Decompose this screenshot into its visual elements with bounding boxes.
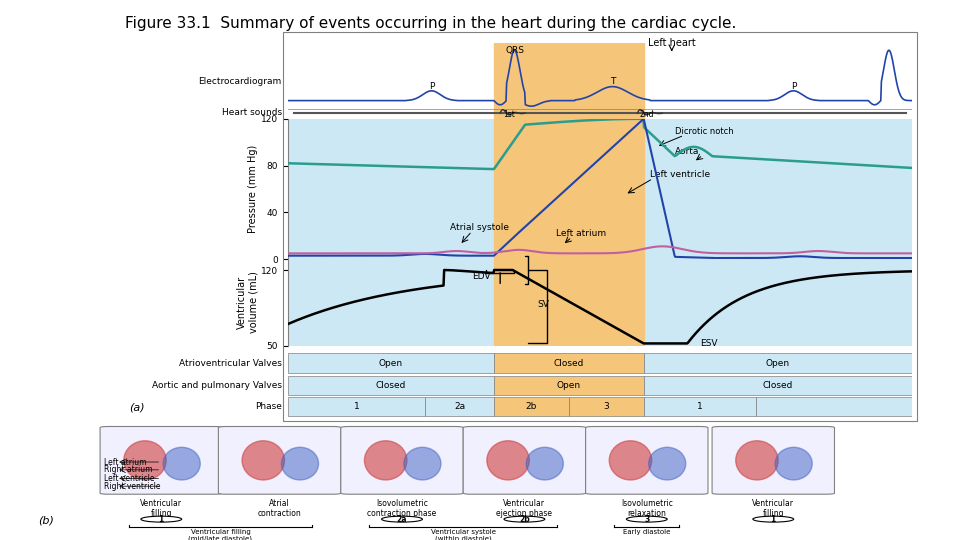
Text: 2b: 2b — [519, 515, 530, 524]
Ellipse shape — [526, 447, 564, 480]
Y-axis label: Ventricular
volume (mL): Ventricular volume (mL) — [237, 272, 258, 333]
Text: Right ventricle: Right ventricle — [104, 482, 160, 491]
Text: Atrial systole: Atrial systole — [450, 223, 509, 232]
Ellipse shape — [365, 441, 407, 480]
Ellipse shape — [124, 441, 166, 480]
Text: Open: Open — [557, 381, 581, 390]
Bar — [493, 397, 568, 416]
Text: Ventricular filling
(mid/late diastole): Ventricular filling (mid/late diastole) — [188, 529, 252, 540]
Text: (b): (b) — [38, 516, 55, 526]
FancyBboxPatch shape — [100, 427, 223, 494]
Bar — [643, 397, 756, 416]
Circle shape — [753, 516, 794, 522]
Bar — [493, 376, 643, 395]
Ellipse shape — [404, 447, 441, 480]
Text: Closed: Closed — [554, 359, 584, 368]
Text: Isovolumetric
relaxation: Isovolumetric relaxation — [621, 499, 673, 518]
Text: 2a: 2a — [454, 402, 466, 411]
Bar — [493, 119, 643, 259]
Ellipse shape — [735, 441, 779, 480]
Text: ESV: ESV — [700, 339, 717, 348]
Text: Aortic and pulmonary Valves: Aortic and pulmonary Valves — [152, 381, 282, 390]
Ellipse shape — [649, 447, 685, 480]
FancyBboxPatch shape — [218, 427, 341, 494]
Text: SV: SV — [538, 300, 549, 309]
Text: Dicrotic notch: Dicrotic notch — [675, 127, 733, 136]
Y-axis label: Pressure (mm Hg): Pressure (mm Hg) — [249, 145, 258, 233]
Text: 1st: 1st — [504, 110, 516, 119]
Text: P: P — [429, 83, 434, 91]
Text: 1: 1 — [158, 515, 164, 524]
Ellipse shape — [775, 447, 812, 480]
Bar — [425, 397, 493, 416]
Text: Phase: Phase — [255, 402, 282, 411]
Text: Ventricular systole
(within diastole): Ventricular systole (within diastole) — [431, 529, 495, 540]
Ellipse shape — [610, 441, 652, 480]
Text: Electrocardiogram: Electrocardiogram — [199, 77, 282, 85]
Text: 1: 1 — [771, 515, 776, 524]
Text: Closed: Closed — [762, 381, 793, 390]
FancyBboxPatch shape — [463, 427, 586, 494]
Bar — [493, 259, 643, 346]
Text: Open: Open — [379, 359, 403, 368]
Text: T: T — [610, 77, 615, 86]
Circle shape — [141, 516, 181, 522]
Ellipse shape — [163, 447, 201, 480]
Text: Aorta: Aorta — [675, 147, 699, 156]
Text: 3: 3 — [604, 402, 609, 411]
Bar — [568, 397, 643, 416]
Text: EDV: EDV — [472, 272, 491, 281]
Bar — [493, 354, 643, 373]
Text: Left ventricle: Left ventricle — [104, 474, 155, 483]
Circle shape — [382, 516, 422, 522]
Text: P: P — [791, 83, 796, 91]
Circle shape — [504, 516, 545, 522]
Text: Early diastole: Early diastole — [623, 529, 670, 535]
Text: 2a: 2a — [396, 515, 407, 524]
Text: Left heart: Left heart — [648, 38, 696, 48]
Ellipse shape — [242, 441, 284, 480]
Text: Ventricular
ejection phase: Ventricular ejection phase — [496, 499, 552, 518]
Text: (a): (a) — [130, 402, 145, 413]
Text: Closed: Closed — [375, 381, 406, 390]
Text: Atrioventricular Valves: Atrioventricular Valves — [179, 359, 282, 368]
Text: Left atrium: Left atrium — [104, 457, 147, 467]
Text: 3: 3 — [644, 515, 649, 524]
Bar — [288, 354, 493, 373]
Bar — [288, 397, 425, 416]
Ellipse shape — [281, 447, 319, 480]
Text: 2nd: 2nd — [639, 110, 654, 119]
Text: Isovolumetric
contraction phase: Isovolumetric contraction phase — [368, 499, 437, 518]
Text: Right atrium: Right atrium — [104, 465, 153, 474]
Bar — [288, 376, 493, 395]
Bar — [756, 397, 912, 416]
Text: 1: 1 — [354, 402, 359, 411]
Ellipse shape — [487, 441, 529, 480]
Bar — [493, 43, 643, 119]
Text: Open: Open — [766, 359, 790, 368]
Text: Ventricular
filling: Ventricular filling — [140, 499, 182, 518]
FancyBboxPatch shape — [712, 427, 834, 494]
Text: 1: 1 — [697, 402, 703, 411]
Bar — [643, 354, 912, 373]
Text: Left atrium: Left atrium — [556, 229, 607, 238]
Text: Heart sounds: Heart sounds — [222, 108, 282, 117]
Text: Left ventricle: Left ventricle — [650, 170, 710, 179]
FancyBboxPatch shape — [341, 427, 463, 494]
Text: 2b: 2b — [526, 402, 537, 411]
Text: Atrial
contraction: Atrial contraction — [257, 499, 301, 518]
FancyBboxPatch shape — [586, 427, 708, 494]
Bar — [643, 376, 912, 395]
Circle shape — [627, 516, 667, 522]
Text: Ventricular
filling: Ventricular filling — [753, 499, 794, 518]
Text: Figure 33.1  Summary of events occurring in the heart during the cardiac cycle.: Figure 33.1 Summary of events occurring … — [125, 16, 736, 31]
Text: QRS: QRS — [505, 46, 524, 55]
